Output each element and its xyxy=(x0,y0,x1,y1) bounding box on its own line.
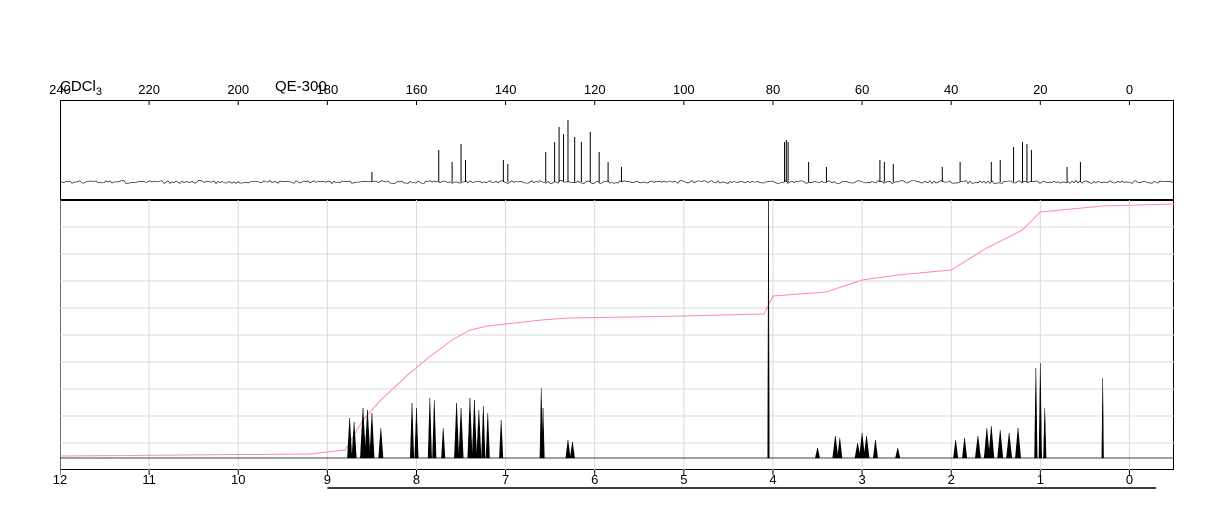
bottom-tick-label: 4 xyxy=(769,472,776,487)
top-tick-label: 0 xyxy=(1126,82,1133,97)
h1-spectrum-panel xyxy=(60,200,1174,500)
bottom-tick-label: 3 xyxy=(858,472,865,487)
bottom-tick-label: 8 xyxy=(413,472,420,487)
top-tick-label: 200 xyxy=(227,82,249,97)
top-tick-label: 140 xyxy=(495,82,517,97)
top-tick-label: 240 xyxy=(49,82,71,97)
top-tick-label: 100 xyxy=(673,82,695,97)
bottom-tick-label: 11 xyxy=(142,472,156,487)
top-tick-label: 80 xyxy=(766,82,780,97)
top-tick-label: 60 xyxy=(855,82,869,97)
top-tick-label: 160 xyxy=(406,82,428,97)
bottom-tick-label: 9 xyxy=(324,472,331,487)
top-tick-label: 20 xyxy=(1033,82,1047,97)
bottom-tick-label: 7 xyxy=(502,472,509,487)
bottom-tick-label: 10 xyxy=(231,472,245,487)
bottom-tick-label: 12 xyxy=(53,472,67,487)
top-tick-label: 180 xyxy=(317,82,339,97)
bottom-tick-label: 5 xyxy=(680,472,687,487)
bottom-tick-label: 6 xyxy=(591,472,598,487)
top-tick-label: 220 xyxy=(138,82,160,97)
top-tick-label: 40 xyxy=(944,82,958,97)
bottom-tick-label: 2 xyxy=(948,472,955,487)
chart-container: 240220200180160140120100806040200 121110… xyxy=(60,80,1174,485)
bottom-tick-label: 1 xyxy=(1037,472,1044,487)
bottom-tick-label: 0 xyxy=(1126,472,1133,487)
top-tick-label: 120 xyxy=(584,82,606,97)
c13-spectrum-panel xyxy=(60,100,1174,200)
